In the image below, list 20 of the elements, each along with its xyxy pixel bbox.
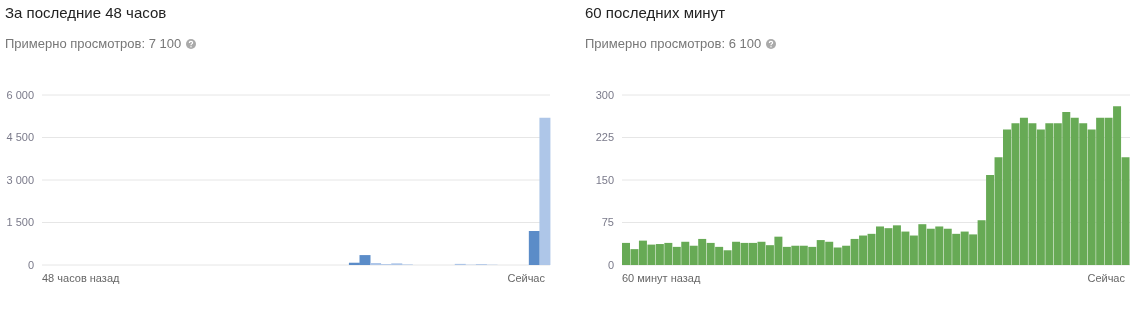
y-tick-label: 225 — [595, 131, 614, 144]
chart-subtitle: Примерно просмотров: 6 100 — [585, 36, 762, 51]
y-tick-label: 3 000 — [6, 173, 34, 186]
y-tick-label: 4 500 — [6, 131, 34, 144]
text: 60 минут назад — [622, 272, 701, 284]
text: Сейчас — [1087, 272, 1125, 284]
y-tick-label: 0 — [607, 258, 614, 271]
text: 48 часов назад — [42, 272, 120, 284]
chart-subtitle: Примерно просмотров: 7 100 — [5, 36, 182, 51]
bar — [528, 231, 540, 265]
y-tick-label: 0 — [27, 258, 34, 271]
chart-title: 60 последних минут — [585, 4, 726, 21]
y-tick-label: 300 — [595, 88, 614, 101]
y-tick-label: 150 — [595, 173, 614, 186]
y-tick-label: 75 — [601, 216, 614, 229]
text: Сейчас — [507, 272, 545, 284]
bar — [539, 117, 551, 265]
chart-title: За последние 48 часов — [5, 4, 167, 21]
y-tick-label: 1 500 — [6, 216, 34, 229]
y-tick-label: 6 000 — [6, 88, 34, 101]
